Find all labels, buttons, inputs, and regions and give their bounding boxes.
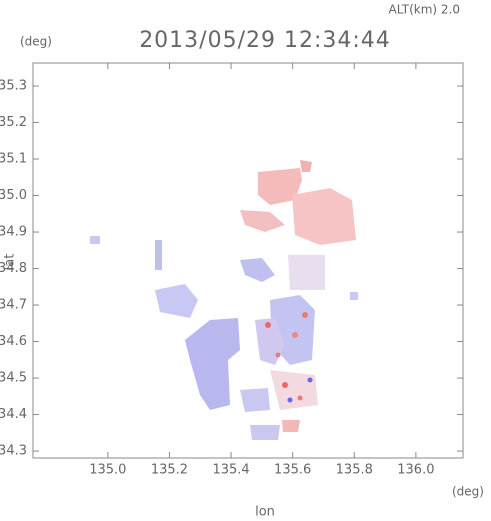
x-tick-label: 135.8 xyxy=(336,463,373,478)
y-unit: (deg) xyxy=(20,35,52,49)
y-tick-label: 35.3 xyxy=(0,78,27,93)
y-tick-label: 35.1 xyxy=(0,152,27,167)
x-tick-label: 135.2 xyxy=(151,463,188,478)
chart-title: 2013/05/29 12:34:44 xyxy=(139,28,391,53)
altitude: ALT(km) 2.0 xyxy=(389,3,460,17)
x-tick-label: 135.6 xyxy=(274,463,311,478)
y-tick-label: 34.7 xyxy=(0,298,27,313)
y-tick-label: 34.3 xyxy=(0,444,27,459)
x-tick-label: 136.0 xyxy=(397,463,434,478)
y-tick-label: 34.6 xyxy=(0,334,27,349)
y-tick-label: 35.2 xyxy=(0,115,27,130)
y-tick-label: 34.8 xyxy=(0,261,27,276)
y-axis-label: lat xyxy=(3,254,18,271)
x-tick-label: 135.4 xyxy=(212,463,249,478)
y-tick-label: 34.9 xyxy=(0,225,27,240)
x-axis-label: lon xyxy=(255,505,275,520)
x-unit: (deg) xyxy=(452,485,484,499)
y-tick-label: 35.0 xyxy=(0,188,27,203)
x-tick-label: 135.0 xyxy=(89,463,126,478)
radar-echoes xyxy=(90,160,358,440)
y-tick-label: 34.4 xyxy=(0,407,27,422)
y-tick-label: 34.5 xyxy=(0,371,27,386)
plot-frame xyxy=(32,62,464,459)
